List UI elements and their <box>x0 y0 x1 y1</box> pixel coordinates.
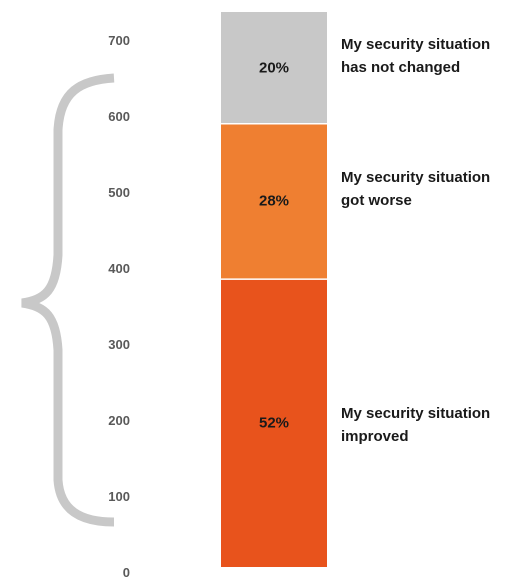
y-tick-label-700: 700 <box>108 33 130 48</box>
legend-label-got-worse: My security situation got worse <box>341 169 491 209</box>
y-tick-label-0: 0 <box>123 565 130 577</box>
legend-label-not-changed: My security situation has not changed <box>341 36 491 76</box>
y-tick-label-300: 300 <box>108 337 130 352</box>
y-tick-label-500: 500 <box>108 185 130 200</box>
legend-label-improved: My security situation improved <box>341 405 491 445</box>
y-tick-label-200: 200 <box>108 413 130 428</box>
bar-segment-2 <box>221 12 327 123</box>
data-label-1: 28% <box>259 193 289 210</box>
data-label-0: 52% <box>259 415 289 432</box>
bar-segment-1 <box>221 124 327 279</box>
data-label-2: 20% <box>259 60 289 77</box>
y-tick-label-600: 600 <box>108 109 130 124</box>
y-tick-label-400: 400 <box>108 261 130 276</box>
y-tick-label-100: 100 <box>108 489 130 504</box>
bar-segment-0 <box>221 279 327 567</box>
bracket-shape <box>21 73 115 527</box>
y-axis: 0 100 200 300 400 500 600 700 <box>108 33 130 577</box>
stacked-bar: 52% 28% 20% <box>221 12 327 567</box>
